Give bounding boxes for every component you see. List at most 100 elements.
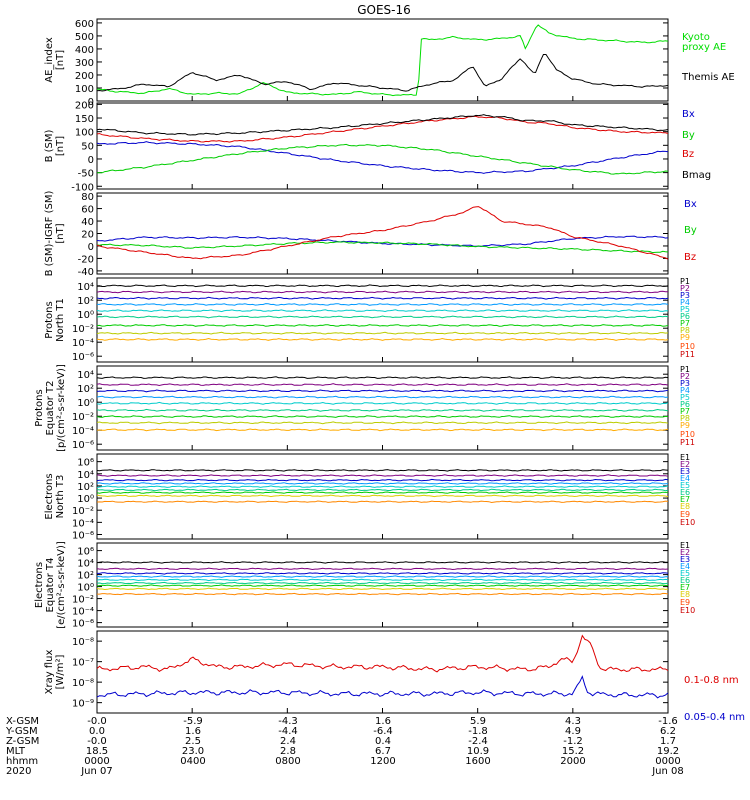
legend-label-e5: E5 — [680, 569, 690, 578]
series-line-bx — [96, 235, 669, 248]
footer-cell: -1.6 — [658, 716, 678, 727]
series-line-by — [96, 143, 669, 175]
legend-label-p3: P3 — [680, 291, 690, 300]
legend-label-e4: E4 — [680, 562, 690, 571]
series-line-p8 — [96, 331, 669, 335]
legend-label-p4: P4 — [680, 386, 690, 395]
series-line-themis-ae — [96, 54, 669, 92]
legend-label-p10: P10 — [680, 342, 695, 351]
legend-label-p6: P6 — [680, 400, 690, 409]
series-line-e7 — [96, 491, 668, 494]
footer-cell: Jun 08 — [651, 766, 684, 777]
y-tick-label: 10² — [77, 482, 94, 493]
legend-label-bz: Bz — [682, 149, 694, 160]
legend-label-p8: P8 — [680, 326, 690, 335]
y-tick-label: 60 — [81, 205, 94, 216]
y-tick-label: 200 — [75, 100, 94, 111]
series-line-p9 — [96, 337, 669, 341]
legend-label-e3: E3 — [680, 555, 690, 564]
y-axis-label: Xray flux — [44, 650, 55, 695]
series-line-by — [96, 241, 669, 254]
legend-label-e4: E4 — [680, 474, 690, 483]
y-axis-label: [nT] — [55, 50, 66, 70]
legend-label-e2: E2 — [680, 548, 690, 557]
y-tick-label: 10⁴ — [77, 370, 94, 381]
y-tick-label: 10² — [77, 571, 94, 582]
y-tick-label: 200 — [75, 71, 94, 82]
legend-label-e9: E9 — [680, 598, 690, 607]
series-line-e8 — [96, 494, 669, 498]
legend-label-e6: E6 — [680, 576, 690, 585]
footer-cell: -5.9 — [183, 716, 203, 727]
y-axis-label: Equator T4 — [45, 558, 56, 613]
series-line-p2 — [96, 383, 669, 387]
series-line-p1 — [96, 284, 669, 288]
y-tick-label: 10⁻⁸ — [72, 678, 94, 689]
y-tick-label: -50 — [78, 169, 94, 180]
footer-cell: 1.7 — [660, 736, 676, 747]
legend-label-p11: P11 — [680, 350, 695, 359]
panel-frame — [96, 365, 669, 451]
legend-label-p2: P2 — [680, 372, 690, 381]
y-tick-label: 10⁰ — [77, 398, 94, 409]
series-line-bmag — [96, 114, 669, 136]
footer-cell: -4.4 — [278, 726, 298, 737]
series-line-e9 — [97, 592, 669, 596]
y-tick-label: -20 — [78, 254, 94, 265]
series-line-e4 — [96, 575, 669, 578]
y-tick-label: -100 — [71, 182, 94, 193]
footer-cell: 1600 — [465, 756, 490, 767]
legend-label-p9: P9 — [680, 333, 690, 342]
y-tick-label: 10⁻⁹ — [72, 699, 94, 710]
legend-label-e7: E7 — [680, 583, 690, 592]
legend-label-p11: P11 — [680, 438, 695, 447]
y-tick-label: 10⁻² — [72, 506, 94, 517]
y-axis-label: [nT] — [55, 223, 66, 243]
legend-label-e2: E2 — [680, 460, 690, 469]
series-line-p6 — [96, 315, 669, 319]
y-tick-label: 0 — [88, 242, 94, 253]
y-axis-label: [W/m²] — [55, 654, 66, 689]
series-line-p2 — [96, 290, 668, 294]
y-tick-label: 40 — [81, 217, 94, 228]
y-tick-label: 10⁻² — [72, 595, 94, 606]
footer-cell: 6.7 — [375, 746, 391, 757]
y-tick-label: 10⁶ — [77, 547, 94, 558]
legend-label-p10: P10 — [680, 430, 695, 439]
panel-1: 600 500 400 300 200 100 0 AE_index [nT] Kyotoprox… — [44, 18, 735, 108]
footer-cell: 2.8 — [280, 746, 296, 757]
y-axis-label: B (SM) — [44, 129, 55, 162]
panel-2: 200 150 100 50 0 -50 -100 B (SM) [nT] Bx By Bz Bmag — [44, 100, 711, 193]
footer-cell: 2.5 — [185, 736, 201, 747]
legend-label-e6: E6 — [680, 488, 690, 497]
y-tick-label: 10⁻⁷ — [72, 658, 94, 669]
footer-cell: -1.2 — [563, 736, 583, 747]
y-axis-label: B (SM)-IGRF (SM) — [44, 191, 55, 277]
series-line-0-1-0-8-nm — [96, 634, 669, 673]
footer-cell: 23.0 — [182, 746, 204, 757]
legend-label-bmag: Bmag — [682, 170, 711, 181]
legend-label-p3: P3 — [680, 379, 690, 388]
y-axis-label: North T3 — [55, 475, 66, 519]
footer-cell: -6.4 — [373, 726, 393, 737]
y-tick-label: 10² — [77, 384, 94, 395]
y-tick-label: 600 — [75, 19, 94, 30]
legend-label-by: By — [682, 130, 695, 141]
legend-label-p7: P7 — [680, 407, 690, 416]
footer-cell: 0.4 — [375, 736, 391, 747]
legend-label-0-1-0-8-nm: 0.1-0.8 nm — [684, 675, 739, 686]
y-tick-label: 10⁰ — [77, 494, 94, 505]
y-axis-label: North T1 — [55, 298, 66, 342]
series-line-e1 — [96, 469, 669, 472]
y-tick-label: 10⁻⁶ — [72, 619, 94, 630]
legend-label-p4: P4 — [680, 298, 690, 307]
footer-cell: -4.3 — [278, 716, 298, 727]
legend-label-p9: P9 — [680, 421, 690, 430]
legend-label-e3: E3 — [680, 467, 690, 476]
series-line-p5 — [96, 401, 669, 405]
y-tick-label: 10⁻⁶ — [72, 531, 94, 542]
series-line-bx — [96, 141, 669, 174]
series-line-kyoto-proxy-ae — [96, 24, 669, 97]
footer-cell: 1.6 — [185, 726, 201, 737]
